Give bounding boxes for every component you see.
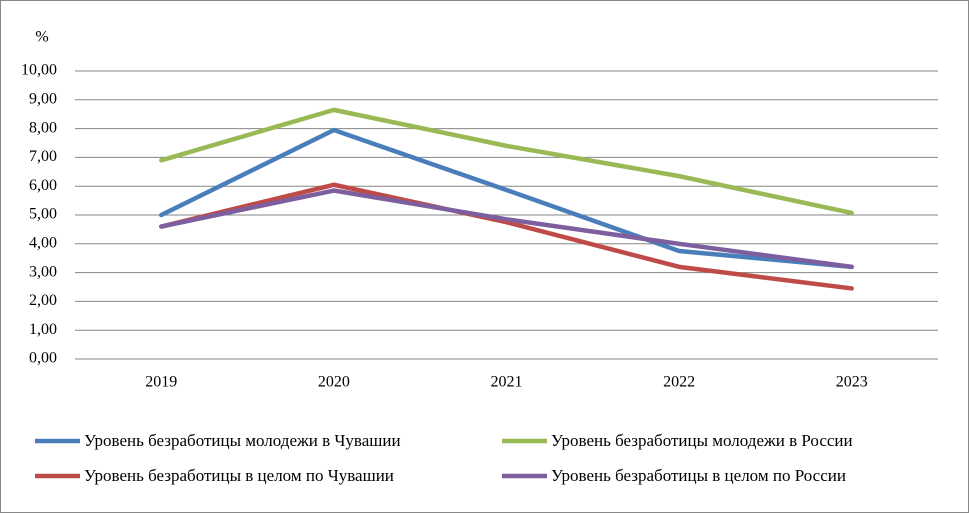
x-tick-label: 2023: [836, 374, 868, 391]
x-tick-label: 2021: [491, 374, 523, 391]
y-tick-label: 0,00: [29, 350, 57, 367]
legend-label: Уровень безработицы молодежи в России: [551, 431, 853, 450]
data-line: [159, 182, 854, 291]
y-tick-label: 8,00: [29, 119, 57, 136]
x-tick-label: 2020: [318, 374, 350, 391]
y-tick-label: 6,00: [29, 177, 57, 194]
data-line: [159, 188, 854, 270]
y-tick-label: 3,00: [29, 263, 57, 280]
x-tick-label: 2022: [663, 374, 695, 391]
y-tick-label: 4,00: [29, 234, 57, 251]
data-line: [159, 107, 854, 216]
y-tick-label: 10,00: [21, 62, 57, 79]
legend-label: Уровень безработицы в целом по России: [551, 466, 846, 485]
legend-label: Уровень безработицы в целом по Чувашии: [84, 466, 394, 485]
y-tick-label: 2,00: [29, 292, 57, 309]
y-tick-label: 1,00: [29, 321, 57, 338]
data-line: [159, 127, 854, 270]
y-tick-label: 9,00: [29, 90, 57, 107]
legend-label: Уровень безработицы молодежи в Чувашии: [84, 431, 401, 450]
y-tick-label: 7,00: [29, 148, 57, 165]
y-axis-label: %: [35, 29, 48, 46]
legend: Уровень безработицы молодежи в Чувашии Ур…: [35, 431, 853, 485]
x-tick-label: 2019: [145, 374, 177, 391]
y-tick-label: 5,00: [29, 206, 57, 223]
